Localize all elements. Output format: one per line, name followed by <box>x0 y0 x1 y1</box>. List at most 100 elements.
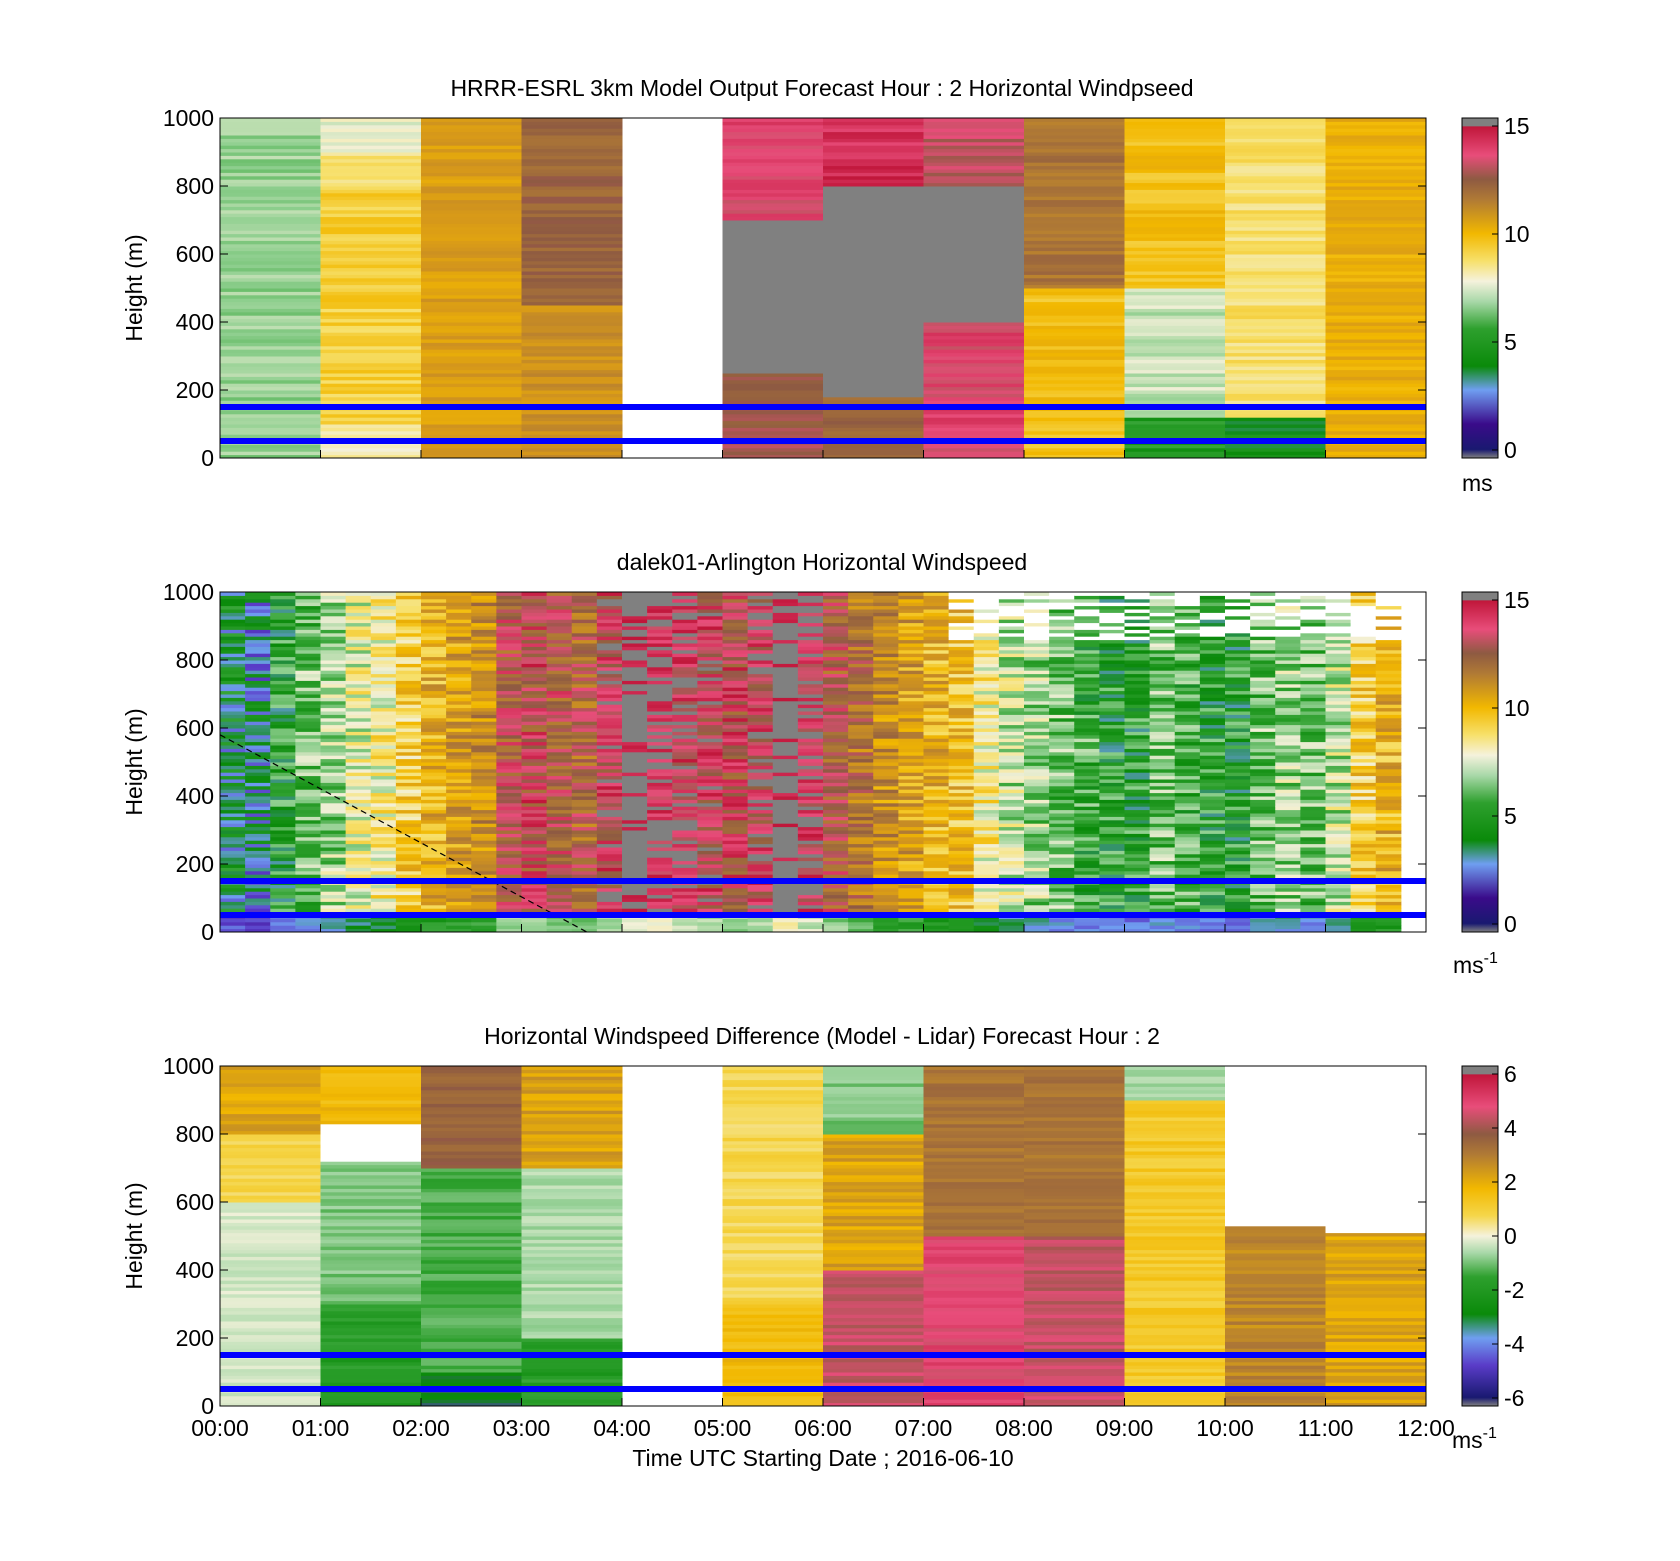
profile-cell <box>697 799 723 804</box>
profile-cell <box>647 857 673 862</box>
heatmap-cell <box>421 362 522 367</box>
profile-cell <box>898 755 924 760</box>
profile-cell <box>596 639 623 644</box>
profile-cell <box>270 860 296 865</box>
profile-cell <box>923 677 950 681</box>
y-tick-label: 0 <box>201 445 214 471</box>
profile-cell <box>622 843 648 848</box>
profile-cell <box>973 639 1000 644</box>
profile-cell <box>245 908 271 913</box>
profile-cell <box>973 925 1000 930</box>
profile-cell <box>873 612 899 617</box>
profile-cell <box>320 711 347 715</box>
profile-cell <box>848 660 874 664</box>
heatmap-cell <box>1325 284 1427 289</box>
profile-cell <box>471 802 497 807</box>
profile-cell <box>295 836 321 841</box>
profile-cell <box>697 789 723 794</box>
heatmap-cell <box>923 250 1025 255</box>
profile-cell <box>370 826 397 831</box>
profile-cell <box>622 816 648 821</box>
heatmap-cell <box>1024 264 1125 269</box>
profile-cell <box>848 694 874 698</box>
profile-cell <box>823 898 849 902</box>
profile-cell <box>596 925 623 930</box>
profile-cell <box>973 836 1000 841</box>
heatmap-cell <box>421 135 522 139</box>
profile-cell <box>270 864 296 868</box>
profile-cell <box>697 755 723 760</box>
profile-cell <box>873 636 899 641</box>
profile-cell <box>521 796 548 800</box>
profile-cell <box>1049 809 1075 814</box>
profile-cell <box>772 728 799 732</box>
profile-cell <box>797 673 824 678</box>
profile-cell <box>948 833 975 838</box>
profile-cell <box>320 792 347 797</box>
heatmap-cell <box>421 410 522 415</box>
profile-cell <box>270 714 296 719</box>
profile-cell <box>873 925 899 930</box>
heatmap-cell <box>1124 373 1226 377</box>
profile-cell <box>1149 758 1176 763</box>
profile-cell <box>697 928 723 933</box>
heatmap-cell <box>722 410 824 415</box>
profile-cell <box>220 928 246 933</box>
profile-cell <box>270 891 296 896</box>
profile-cell <box>722 666 749 671</box>
profile-cell <box>245 870 271 875</box>
profile-cell <box>998 612 1025 617</box>
profile-cell <box>571 721 598 726</box>
profile-cell <box>998 874 1025 879</box>
profile-cell <box>521 615 548 620</box>
heatmap-cell <box>1124 216 1226 221</box>
heatmap-cell <box>521 430 623 435</box>
heatmap-cell <box>521 284 623 289</box>
heatmap-cell <box>1024 318 1125 323</box>
profile-cell <box>496 867 522 872</box>
profile-cell <box>772 724 799 729</box>
heatmap-cell <box>1325 356 1427 360</box>
profile-cell <box>797 721 824 726</box>
profile-cell <box>1074 700 1100 705</box>
profile-cell <box>672 904 698 909</box>
profile-cell <box>722 615 749 620</box>
profile-cell <box>697 731 723 736</box>
profile-cell <box>220 636 246 641</box>
profile-cell <box>848 745 874 749</box>
profile-cell <box>898 677 924 681</box>
profile-cell <box>220 700 246 705</box>
heatmap-cell <box>1024 308 1125 313</box>
profile-cell <box>1124 626 1151 630</box>
profile-cell <box>370 792 397 797</box>
profile-cell <box>496 870 522 875</box>
heatmap-cell <box>722 158 824 163</box>
heatmap-cell <box>923 335 1025 340</box>
profile-cell <box>220 670 246 675</box>
profile-cell <box>998 697 1025 702</box>
profile-cell <box>295 731 321 736</box>
profile-cell <box>220 714 246 719</box>
profile-cell <box>948 598 975 603</box>
profile-cell <box>370 796 397 800</box>
profile-cell <box>245 687 271 692</box>
profile-cell <box>446 894 472 899</box>
profile-cell <box>571 741 598 746</box>
profile-cell <box>772 928 799 933</box>
profile-cell <box>270 619 296 624</box>
heatmap-cell <box>1325 124 1427 129</box>
profile-cell <box>647 615 673 620</box>
heatmap-cell <box>722 359 824 364</box>
profile-cell <box>622 738 648 743</box>
profile-cell <box>295 765 321 770</box>
profile-cell <box>1024 670 1050 675</box>
heatmap-cell <box>1225 274 1326 279</box>
profile-cell <box>596 921 623 926</box>
profile-cell <box>797 612 824 617</box>
profile-cell <box>747 663 774 668</box>
profile-cell <box>521 714 548 719</box>
heatmap-cell <box>823 447 924 452</box>
profile-cell <box>873 663 899 668</box>
heatmap-cell <box>1325 277 1427 282</box>
heatmap-cell <box>1024 124 1125 129</box>
